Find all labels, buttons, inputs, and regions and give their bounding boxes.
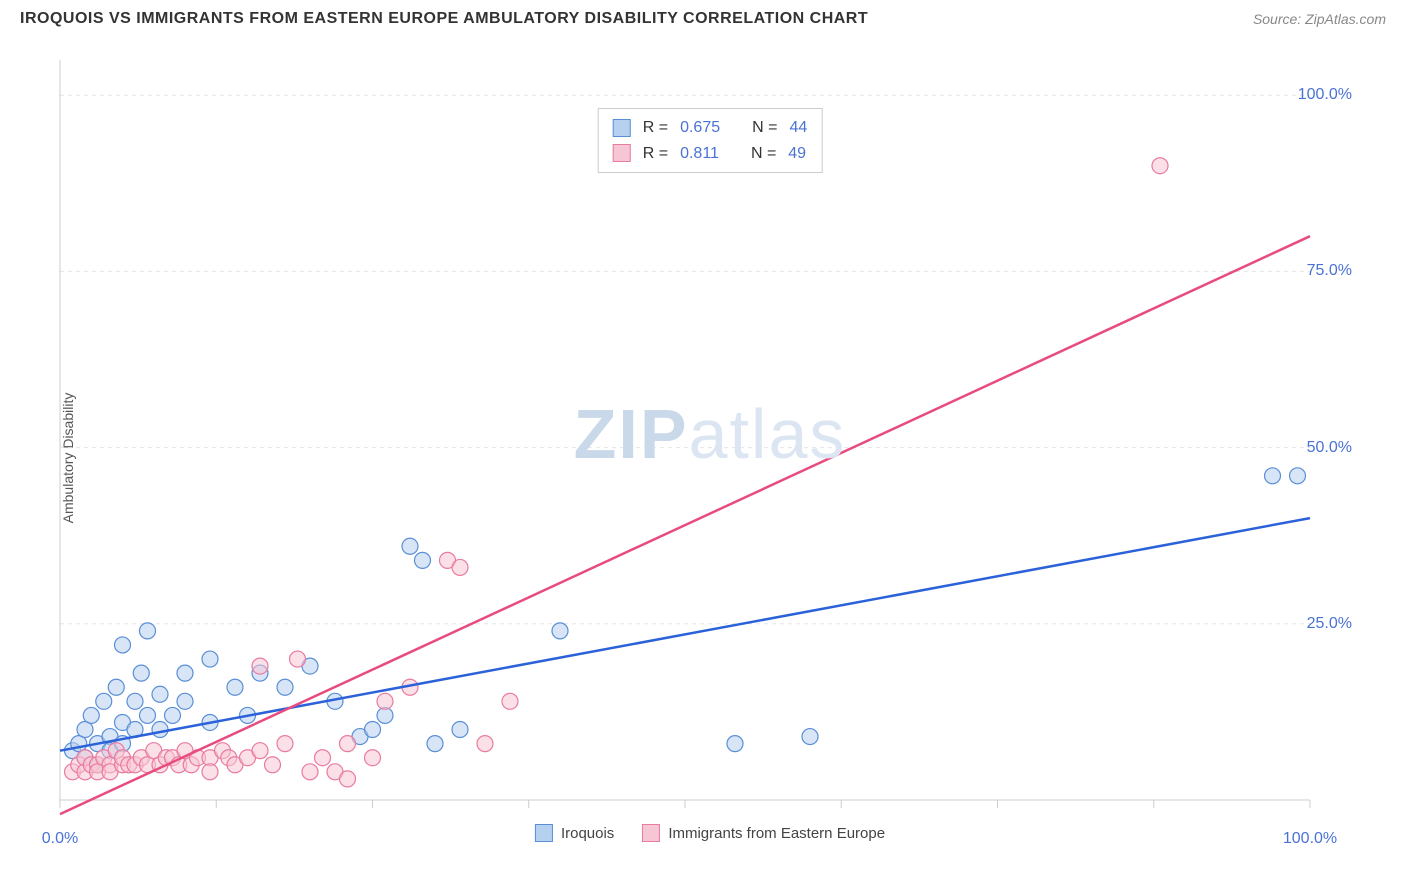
y-tick-label: 100.0% [1298, 86, 1352, 104]
legend-label: Iroquois [561, 825, 614, 842]
legend-swatch [535, 824, 553, 842]
legend-swatch [642, 824, 660, 842]
n-value: 44 [789, 115, 807, 141]
r-label: R = [643, 115, 668, 141]
stats-row: R = 0.675 N = 44 [613, 115, 808, 141]
n-label: N = [751, 141, 776, 167]
r-value: 0.811 [680, 141, 719, 167]
y-tick-label: 25.0% [1307, 615, 1352, 633]
y-tick-label: 50.0% [1307, 439, 1352, 457]
correlation-stats-box: R = 0.675 N = 44 R = 0.811 N = 49 [598, 108, 823, 173]
chart-container: Ambulatory Disability ZIPatlas R =0.675N… [50, 50, 1370, 850]
r-value: 0.675 [680, 115, 720, 141]
legend-item: Immigrants from Eastern Europe [642, 824, 885, 842]
series-swatch [613, 119, 631, 137]
n-label: N = [752, 115, 777, 141]
chart-title: IROQUOIS VS IMMIGRANTS FROM EASTERN EURO… [20, 10, 868, 28]
stats-row: R = 0.811 N = 49 [613, 141, 808, 167]
x-tick-label: 0.0% [42, 830, 78, 848]
n-value: 49 [788, 141, 806, 167]
r-label: R = [643, 141, 668, 167]
legend-item: Iroquois [535, 824, 614, 842]
bottom-legend: Iroquois Immigrants from Eastern Europe [535, 824, 885, 842]
x-tick-label: 100.0% [1283, 830, 1337, 848]
legend-label: Immigrants from Eastern Europe [668, 825, 885, 842]
series-swatch [613, 144, 631, 162]
y-tick-label: 75.0% [1307, 262, 1352, 280]
source-attribution: Source: ZipAtlas.com [1253, 11, 1386, 27]
